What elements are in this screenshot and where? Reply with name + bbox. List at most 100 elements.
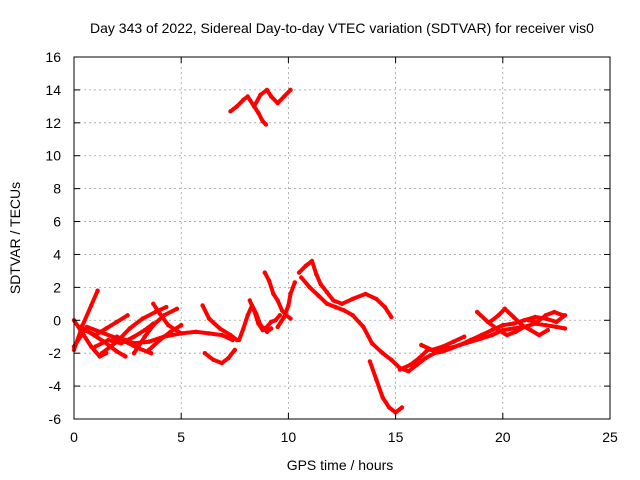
y-tick-label: 0: [53, 312, 61, 328]
data-point: [97, 329, 102, 334]
x-tick-label: 20: [495, 429, 511, 445]
data-point: [457, 342, 463, 348]
data-point: [447, 346, 452, 351]
data-point: [114, 319, 120, 325]
data-point: [374, 296, 379, 302]
data-point: [151, 301, 156, 306]
data-point: [387, 405, 392, 410]
data-point: [256, 110, 261, 116]
data-point: [217, 326, 222, 331]
data-point: [534, 319, 540, 325]
data-point: [318, 281, 323, 287]
data-point: [140, 316, 145, 321]
data-point: [114, 349, 120, 354]
data-point: [245, 313, 250, 318]
data-point: [264, 87, 270, 93]
data-point: [146, 347, 152, 353]
data-point: [200, 303, 205, 308]
series-line-s19: [252, 104, 268, 127]
y-tick-label: 2: [53, 279, 61, 295]
y-axis-label: SDTVAR / TECUs: [7, 182, 23, 294]
data-point: [552, 309, 557, 315]
y-tick-label: 6: [53, 214, 61, 230]
data-point: [275, 324, 280, 330]
data-point: [429, 347, 435, 353]
data-point: [543, 313, 548, 318]
data-point: [380, 351, 385, 356]
data-point: [119, 341, 124, 346]
y-tick-label: -4: [49, 378, 62, 394]
series-line-s15: [247, 298, 282, 333]
x-axis: 0 5 10 15 20 25: [70, 57, 618, 445]
data-point: [440, 344, 445, 349]
y-tick-label: -2: [49, 345, 62, 361]
data-point: [219, 360, 225, 366]
x-tick-label: 0: [70, 429, 78, 445]
series-line-s22: [367, 359, 404, 415]
data-point: [382, 304, 388, 310]
data-point: [146, 339, 152, 344]
series-line-s11: [147, 323, 184, 352]
data-point: [532, 314, 538, 320]
data-point: [374, 377, 379, 382]
data-point: [234, 104, 240, 109]
data-point: [273, 318, 278, 323]
data-point: [258, 92, 263, 98]
data-point: [414, 362, 420, 367]
data-point: [380, 395, 385, 400]
series-line-s21: [299, 275, 567, 374]
data-point: [211, 357, 216, 362]
data-point: [279, 308, 285, 313]
data-point: [206, 331, 212, 336]
x-tick-label: 25: [602, 429, 618, 445]
data-point: [179, 323, 184, 328]
data-point: [500, 323, 505, 328]
data-point: [277, 313, 282, 318]
data-point: [281, 94, 287, 99]
data-point: [131, 341, 137, 346]
data-point: [528, 327, 533, 333]
data-point: [314, 272, 319, 277]
data-point: [114, 339, 120, 344]
data-point: [228, 332, 233, 338]
data-point: [269, 326, 274, 331]
y-tick-label: 10: [45, 148, 61, 164]
data-point: [324, 290, 330, 295]
data-point: [260, 119, 265, 124]
data-point: [309, 258, 315, 264]
data-point: [560, 313, 565, 318]
data-point: [264, 324, 270, 330]
data-point: [104, 326, 109, 331]
data-point: [123, 354, 128, 359]
data-point: [511, 314, 516, 320]
data-point: [232, 347, 237, 353]
data-point: [275, 298, 280, 303]
data-point: [286, 303, 291, 308]
data-point: [142, 327, 147, 333]
data-point: [489, 332, 495, 338]
data-point: [350, 296, 355, 302]
data-point: [288, 316, 293, 321]
data-point: [106, 337, 111, 343]
data-point: [266, 278, 272, 283]
data-point: [513, 329, 518, 334]
grid: [74, 57, 610, 419]
data-point: [399, 405, 405, 410]
data-point: [260, 327, 265, 333]
data-point: [511, 326, 516, 331]
y-tick-label: 4: [53, 246, 61, 262]
data-point: [114, 334, 120, 339]
data-point: [554, 319, 559, 325]
chart-title: Day 343 of 2022, Sidereal Day-to-day VTE…: [90, 20, 594, 36]
data-point: [256, 321, 261, 326]
data-point: [241, 97, 246, 103]
data-point: [93, 332, 98, 338]
y-tick-label: -6: [49, 411, 62, 427]
data-point: [281, 314, 287, 320]
x-tick-label: 15: [388, 429, 404, 445]
data-point: [125, 313, 130, 318]
data-point: [504, 332, 510, 338]
data-point: [206, 316, 212, 321]
data-point: [331, 298, 336, 303]
data-point: [131, 351, 137, 356]
